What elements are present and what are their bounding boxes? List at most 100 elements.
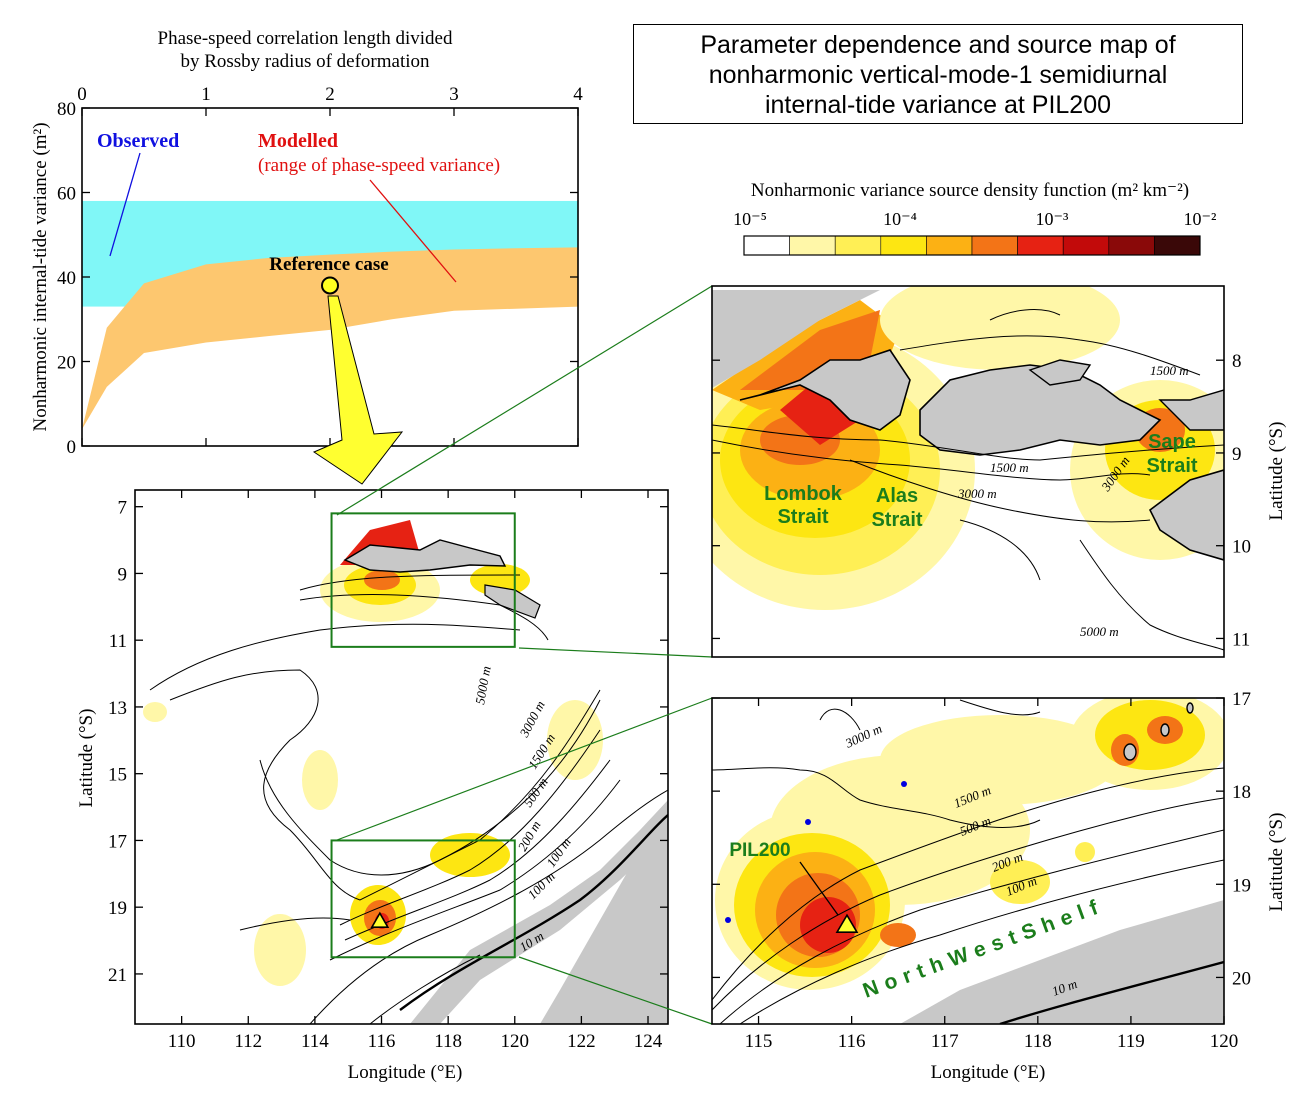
- panel-c-y-label: Latitude (°S): [1266, 422, 1287, 521]
- panel-a-xtick-label: 1: [201, 84, 211, 105]
- colorbar-cell: [1154, 235, 1201, 256]
- colorbar-cell: [1017, 235, 1064, 256]
- station-marker-overview: [370, 911, 390, 929]
- figure-title-line-2: nonharmonic vertical-mode-1 semidiurnal: [708, 61, 1168, 89]
- panel-b-xtick-label: 112: [234, 1031, 262, 1052]
- modelled-sublabel: (range of phase-speed variance): [258, 155, 500, 176]
- blue-dot-3: [725, 917, 731, 923]
- north-contours: [712, 309, 1224, 651]
- reference-case-marker: [321, 276, 339, 295]
- x-title-line-1: Phase-speed correlation length divided: [158, 28, 453, 49]
- panel-a-ytick-label: 80: [57, 99, 76, 120]
- south-contour-label-3000: 3000 m: [842, 721, 884, 751]
- pil-source-5: [800, 897, 856, 953]
- land-australia: [540, 820, 668, 1024]
- panel-b-ytick-label: 13: [108, 698, 127, 719]
- south-source-spot: [1075, 842, 1095, 862]
- panel-a-ytick-label: 40: [57, 268, 76, 289]
- north-land-sumbawa: [919, 364, 1162, 456]
- panel-b-ytick-label: 9: [118, 564, 128, 585]
- inset-box-south: [330, 839, 516, 959]
- reef-islet-1: [1123, 743, 1137, 761]
- colorbar-frame: [743, 235, 1201, 256]
- south-coastline: [999, 960, 1224, 1024]
- colorbar-tick-1e-4: 10⁻⁴: [883, 209, 917, 229]
- panel-d-xtick-label: 117: [931, 1031, 959, 1052]
- panel-b-xtick-label: 122: [567, 1031, 596, 1052]
- colorbar-tick-1e-5: 10⁻⁵: [733, 209, 767, 229]
- panel-d-axes: 115 116 117 118 119 120 17 18 19 20: [712, 689, 1251, 1052]
- panel-d-xtick-label: 120: [1210, 1031, 1239, 1052]
- panel-d-xtick-label: 115: [745, 1031, 773, 1052]
- panel-b-y-label: Latitude (°S): [76, 709, 97, 808]
- panel-b-ytick-label: 17: [108, 831, 127, 852]
- panel-a-xtick-label: 4: [573, 84, 583, 105]
- colorbar-tick-1e-2: 10⁻²: [1184, 209, 1217, 229]
- north-contour-label-5000: 5000 m: [1080, 624, 1119, 639]
- colorbar-cell: [834, 235, 882, 256]
- modelled-band: [82, 247, 578, 430]
- reference-to-map-arrow: [312, 295, 404, 485]
- x-title-line-2: by Rossby radius of deformation: [180, 51, 430, 72]
- panel-b-ytick-label: 19: [108, 898, 127, 919]
- colorbar-cell: [971, 235, 1018, 256]
- panel-d-ytick-label: 17: [1232, 689, 1251, 710]
- colorbar-cell: [926, 235, 973, 256]
- sape-label-1: Sape: [1148, 431, 1196, 453]
- lombok-label-1: Lombok: [764, 483, 843, 505]
- panel-c-frame: [711, 285, 1225, 658]
- land-lesser-sunda-islands: [343, 539, 507, 573]
- panel-b-x-label: Longitude (°E): [348, 1062, 463, 1083]
- colorbar-cell: [1062, 235, 1110, 256]
- reef-islet-2: [1160, 723, 1170, 737]
- panel-b-ytick-label: 11: [109, 631, 127, 652]
- lombok-label-2: Strait: [777, 506, 828, 528]
- reef-islet-3: [1186, 702, 1194, 714]
- contour-label-5000: 5000 m: [472, 665, 493, 706]
- panel-b-xtick-label: 116: [368, 1031, 396, 1052]
- panel-a-xtick-label: 0: [77, 84, 87, 105]
- panel-b-xtick-label: 110: [168, 1031, 196, 1052]
- source-lombok-inner: [364, 570, 400, 590]
- reference-case-label: Reference case: [269, 254, 388, 275]
- panel-a-y-label: Nonharmonic internal-tide variance (m²): [30, 122, 51, 431]
- panel-a-xtick-label: 3: [449, 84, 459, 105]
- sape-label-2: Strait: [1146, 455, 1197, 477]
- blue-dot-1: [901, 781, 907, 787]
- figure-title-line-1: Parameter dependence and source map of: [700, 31, 1176, 59]
- north-contour-label-1500-b: 1500 m: [990, 460, 1029, 475]
- alas-label-2: Strait: [871, 509, 922, 531]
- coastline: [399, 814, 668, 1011]
- panel-a-ytick-label: 60: [57, 184, 76, 205]
- panel-b-xtick-label: 120: [501, 1031, 530, 1052]
- strait-labels: Lombok Strait Alas Strait Sape Strait: [764, 431, 1198, 531]
- panel-d-xtick-label: 116: [838, 1031, 866, 1052]
- north-land-sumba: [1148, 469, 1224, 561]
- panel-c-ytick-label: 8: [1232, 351, 1242, 372]
- north-contour-label-3000-a: 3000 m: [957, 486, 997, 501]
- panel-b-ytick-label: 7: [118, 498, 128, 519]
- panel-d-xtick-label: 119: [1117, 1031, 1145, 1052]
- panel-d-frame: [711, 697, 1225, 1025]
- inset-box-north: [330, 512, 516, 648]
- north-land-west: [712, 290, 880, 388]
- panel-d-ytick-label: 18: [1232, 782, 1251, 803]
- observed-label: Observed: [97, 130, 179, 152]
- modelled-leader-line: [369, 179, 457, 283]
- panel-c-ytick-label: 9: [1232, 444, 1242, 465]
- observed-leader-line: [109, 152, 141, 257]
- alas-label-1: Alas: [876, 485, 918, 507]
- colorbar-cell: [1108, 235, 1155, 256]
- panel-b-xtick-label: 114: [301, 1031, 329, 1052]
- south-inset-panel: 3000 m 1500 m 500 m 200 m 100 m 10 m Nor…: [711, 689, 1287, 1083]
- panel-b-xtick-label: 118: [434, 1031, 462, 1052]
- pil-source-east: [880, 923, 916, 947]
- source-central: [302, 750, 338, 810]
- panel-c-axes: 8 9 10 11: [712, 351, 1251, 650]
- panel-a-ytick-label: 20: [57, 353, 76, 374]
- panel-b-frame: [134, 489, 669, 1025]
- north-inset-panel: 1500 m 1500 m 3000 m 3000 m 5000 m Lombo…: [711, 285, 1287, 658]
